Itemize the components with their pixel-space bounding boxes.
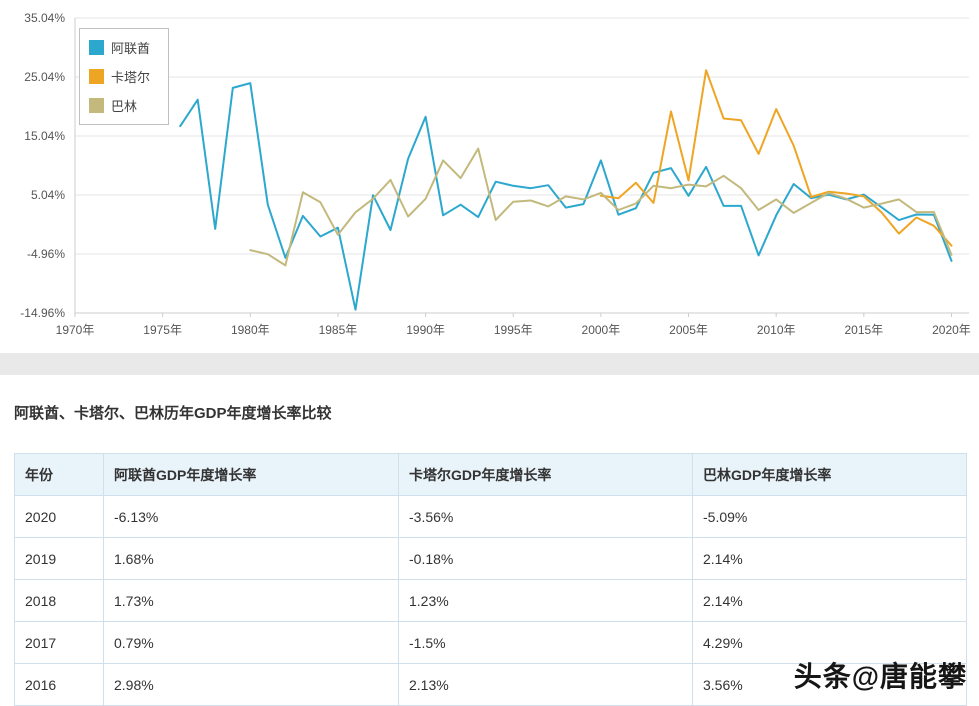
column-header: 年份 xyxy=(14,453,104,496)
x-axis-tick-label: 1970年 xyxy=(56,323,95,337)
table-cell: 2020 xyxy=(14,495,104,538)
table-cell: 3.56% xyxy=(692,663,967,706)
column-header: 巴林GDP年度增长率 xyxy=(692,453,967,496)
legend-item[interactable]: 巴林 xyxy=(89,96,150,115)
legend-swatch-icon xyxy=(89,40,104,55)
table-cell: -5.09% xyxy=(692,495,967,538)
table-cell: 4.29% xyxy=(692,621,967,664)
series-line xyxy=(249,147,953,267)
chart-legend: 阿联酋 卡塔尔 巴林 xyxy=(79,28,170,125)
watermark: 头条@唐能攀 xyxy=(793,661,967,692)
x-axis-tick-label: 2005年 xyxy=(669,323,708,337)
legend-label: 阿联酋 xyxy=(111,41,151,56)
x-axis-tick-label: 2020年 xyxy=(932,323,971,337)
table-cell: -1.5% xyxy=(398,621,693,664)
table-cell: -0.18% xyxy=(398,537,693,580)
table-cell: -3.56% xyxy=(398,495,693,538)
x-axis-tick-label: 1995年 xyxy=(494,323,533,337)
table-cell: 2.14% xyxy=(692,579,967,622)
table-cell: 1.23% xyxy=(398,579,693,622)
table-row: 2017 0.79% -1.5% 4.29% xyxy=(14,621,967,664)
table-row: 2020 -6.13% -3.56% -5.09% xyxy=(14,495,967,538)
x-axis-tick-label: 1990年 xyxy=(406,323,445,337)
table-cell: 2016 xyxy=(14,663,104,706)
table-cell: -6.13% xyxy=(103,495,399,538)
section-title: 阿联酋、卡塔尔、巴林历年GDP年度增长率比较 xyxy=(14,405,332,422)
table-row: 2016 2.98% 2.13% 3.56% xyxy=(14,663,967,706)
table-header-row: 年份 阿联酋GDP年度增长率 卡塔尔GDP年度增长率 巴林GDP年度增长率 xyxy=(14,453,967,496)
table-row: 2018 1.73% 1.23% 2.14% xyxy=(14,579,967,622)
legend-label: 巴林 xyxy=(111,99,138,114)
legend-swatch-icon xyxy=(89,69,104,84)
x-axis-tick-label: 2015年 xyxy=(844,323,883,337)
gdp-growth-chart: 35.04% 25.04% 15.04% 5.04% -4.96% -14.96% 1970… xyxy=(0,0,979,350)
y-axis-tick-label: -4.96% xyxy=(27,247,65,261)
table-body: 2020 -6.13% -3.56% -5.09% 2019 1.68% -0.18% 2.1… xyxy=(14,495,967,706)
table-cell: 2.98% xyxy=(103,663,399,706)
divider-band xyxy=(0,353,979,375)
legend-label: 卡塔尔 xyxy=(111,70,151,85)
y-axis-tick-label: 15.04% xyxy=(24,129,65,143)
table-cell: 2.14% xyxy=(692,537,967,580)
table-cell: 1.73% xyxy=(103,579,399,622)
y-axis-tick-label: -14.96% xyxy=(20,306,65,320)
legend-swatch-icon xyxy=(89,98,104,113)
gdp-table: 年份 阿联酋GDP年度增长率 卡塔尔GDP年度增长率 巴林GDP年度增长率 2020-… xyxy=(14,453,967,706)
y-axis-tick-label: 5.04% xyxy=(31,188,65,202)
table-cell: 2.13% xyxy=(398,663,693,706)
x-axis-tick-label: 1985年 xyxy=(319,323,358,337)
y-axis-tick-label: 35.04% xyxy=(24,11,65,25)
table-cell: 2018 xyxy=(14,579,104,622)
table-cell: 2019 xyxy=(14,537,104,580)
x-axis-tick-label: 1975年 xyxy=(143,323,182,337)
table-row: 2019 1.68% -0.18% 2.14% xyxy=(14,537,967,580)
chart-canvas: 35.04% 25.04% 15.04% 5.04% -4.96% -14.96% 1970… xyxy=(20,11,971,337)
x-axis-tick-label: 2000年 xyxy=(582,323,621,337)
legend-item[interactable]: 阿联酋 xyxy=(89,38,150,57)
x-axis-tick-label: 1980年 xyxy=(231,323,270,337)
x-axis-tick-label: 2010年 xyxy=(757,323,796,337)
table-cell: 0.79% xyxy=(103,621,399,664)
legend-item[interactable]: 卡塔尔 xyxy=(89,67,150,86)
table-cell: 1.68% xyxy=(103,537,399,580)
table-cell: 2017 xyxy=(14,621,104,664)
series-line xyxy=(599,69,953,247)
column-header: 阿联酋GDP年度增长率 xyxy=(103,453,399,496)
y-axis-tick-label: 25.04% xyxy=(24,70,65,84)
column-header: 卡塔尔GDP年度增长率 xyxy=(398,453,693,496)
